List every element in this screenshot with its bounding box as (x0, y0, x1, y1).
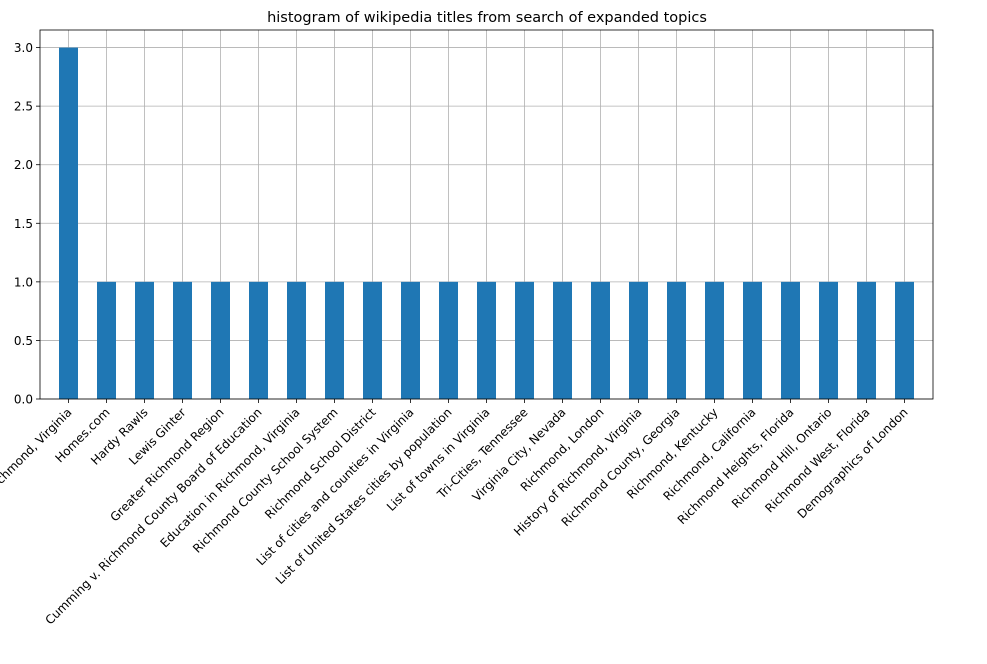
bar (401, 281, 420, 399)
bar (287, 281, 306, 399)
bar (325, 281, 344, 399)
bar (895, 281, 914, 399)
x-tick-label: List of United States cities by populati… (273, 405, 455, 587)
x-tick-label: Education in Richmond, Virginia (157, 405, 302, 550)
y-tick-label: 3.0 (14, 41, 33, 55)
bar (705, 281, 724, 399)
bar (743, 281, 762, 399)
bar (173, 281, 192, 399)
y-tick-label: 1.0 (14, 275, 33, 289)
bar (211, 281, 230, 399)
bar (515, 281, 534, 399)
bar (629, 281, 648, 399)
y-tick-label: 1.5 (14, 217, 33, 231)
bar (135, 281, 154, 399)
bar (591, 281, 610, 399)
bar (439, 281, 458, 399)
bar (97, 281, 116, 399)
y-tick-label: 0.5 (14, 334, 33, 348)
bar (477, 281, 496, 399)
bar (59, 47, 78, 399)
bar (781, 281, 800, 399)
bar (249, 281, 268, 399)
bar (553, 281, 572, 399)
bars (59, 47, 914, 399)
bar (857, 281, 876, 399)
bar (667, 281, 686, 399)
y-tick-label: 0.0 (14, 393, 33, 407)
y-tick-label: 2.5 (14, 100, 33, 114)
bar (363, 281, 382, 399)
y-tick-label: 2.0 (14, 158, 33, 172)
y-axis-ticks: 0.0 0.5 1.0 1.5 2.0 2.5 3.0 (14, 41, 40, 407)
bar (819, 281, 838, 399)
chart-title: histogram of wikipedia titles from searc… (267, 10, 707, 26)
